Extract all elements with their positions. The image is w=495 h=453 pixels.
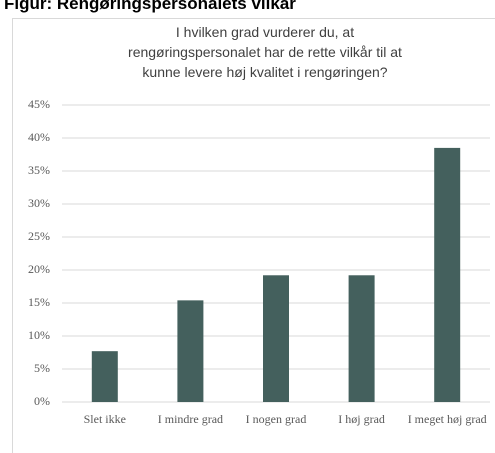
x-tick-label: Slet ikke <box>83 412 126 426</box>
bar <box>177 300 204 402</box>
y-tick-label: 10% <box>28 328 50 342</box>
x-tick-label: I mindre grad <box>157 412 224 426</box>
y-tick-label: 40% <box>28 130 50 144</box>
x-tick-label: I høj grad <box>338 412 385 426</box>
y-tick-label: 0% <box>34 394 50 408</box>
x-tick-label: I nogen grad <box>245 412 307 426</box>
y-tick-label: 20% <box>28 262 50 276</box>
bar <box>434 147 461 402</box>
y-tick-label: 30% <box>28 196 50 210</box>
y-tick-label: 35% <box>28 163 50 177</box>
chart-title: I hvilken grad vurderer du, at rengøring… <box>128 24 402 80</box>
y-tick-label: 15% <box>28 295 50 309</box>
x-tick-label: I meget høj grad <box>407 412 487 426</box>
y-tick-label: 25% <box>28 229 50 243</box>
bar <box>348 275 375 402</box>
bar <box>263 275 289 402</box>
chart-frame <box>12 18 495 453</box>
y-tick-label: 45% <box>28 97 50 111</box>
figure-header: Figur: Rengøringspersonalets vilkår <box>4 0 296 13</box>
bar <box>91 351 118 402</box>
y-tick-label: 5% <box>34 361 50 375</box>
